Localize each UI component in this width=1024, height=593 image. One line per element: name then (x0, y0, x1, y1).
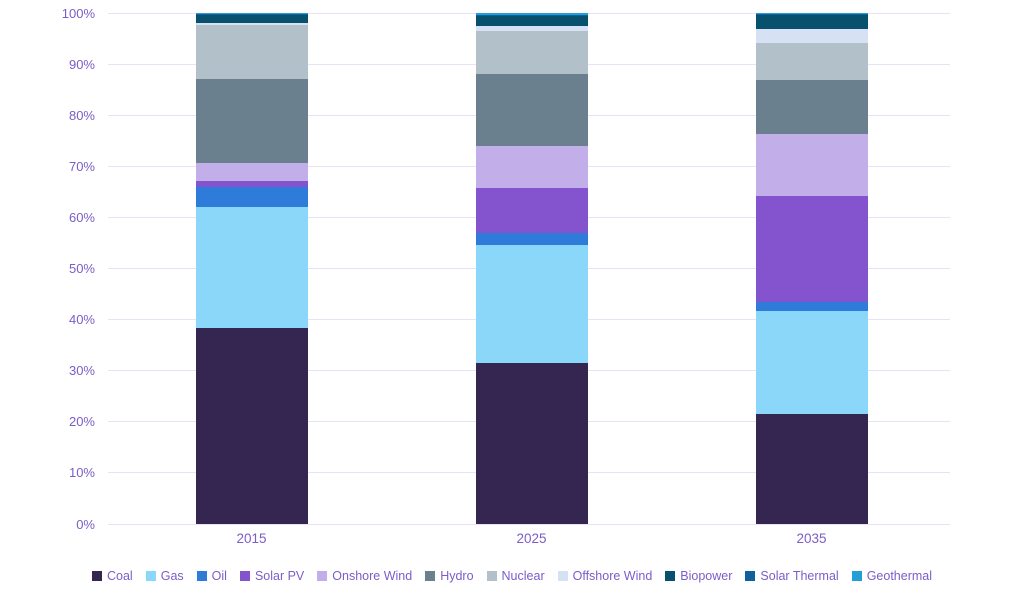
legend-label: Gas (160, 569, 184, 583)
bar-segment-onshore-wind-2015 (195, 163, 308, 182)
legend-swatch-icon (665, 571, 676, 581)
bar-segment-oil-2035 (755, 302, 868, 311)
y-tick-label: 30% (68, 363, 95, 379)
bar-2025 (475, 13, 588, 524)
legend-item-coal: Coal (92, 569, 133, 583)
legend-swatch-icon (92, 571, 102, 581)
legend-swatch-icon (486, 571, 497, 581)
y-tick-label: 50% (68, 261, 95, 276)
bar-segment-coal-2035 (755, 414, 868, 524)
bar-2015 (195, 13, 308, 524)
legend-label: Coal (107, 569, 133, 583)
bar-segment-biopower-2015 (195, 15, 308, 23)
y-tick-label: 10% (68, 465, 95, 481)
legend-swatch-icon (239, 571, 250, 581)
x-tick-label-2015: 2015 (236, 531, 267, 546)
bar-segment-solar-pv-2035 (755, 196, 868, 303)
bar-segment-hydro-2025 (475, 74, 588, 146)
legend-swatch-icon (145, 571, 156, 581)
legend-item-onshore-wind: Onshore Wind (317, 569, 412, 583)
bar-segment-onshore-wind-2025 (475, 145, 588, 188)
bar-segment-hydro-2015 (195, 79, 308, 164)
legend: Coal Gas Oil Solar PV Onshore Wind Hydro Nucle… (0, 569, 1024, 583)
legend-label: Oil (211, 569, 227, 583)
legend-swatch-icon (745, 571, 756, 581)
legend-item-solar-pv: Solar PV (239, 569, 305, 583)
legend-item-geothermal: Geothermal (851, 569, 932, 583)
x-tick-label-2035: 2035 (796, 531, 827, 546)
y-tick-label: 60% (68, 209, 95, 225)
bar-segment-coal-2025 (475, 362, 588, 524)
bar-segment-geothermal-2035 (755, 13, 868, 15)
bar-segment-solar-pv-2025 (475, 187, 588, 234)
bar-segment-solar-thermal-2015 (195, 14, 308, 16)
bar-2035 (755, 13, 868, 524)
bar-segment-geothermal-2025 (475, 13, 588, 15)
legend-item-biopower: Biopower (665, 569, 732, 583)
y-tick-label: 0% (76, 516, 95, 532)
bar-segment-gas-2015 (195, 206, 308, 329)
bar-segment-nuclear-2015 (195, 25, 308, 80)
legend-label: Biopower (680, 569, 733, 583)
legend-label: Onshore Wind (332, 569, 413, 583)
legend-label: Solar Thermal (760, 569, 839, 583)
legend-swatch-icon (425, 571, 436, 581)
bar-segment-nuclear-2035 (755, 42, 868, 80)
bar-segment-biopower-2025 (475, 15, 588, 26)
legend-swatch-icon (851, 571, 862, 581)
bar-segment-gas-2025 (475, 244, 588, 363)
bar-segment-offshore-wind-2015 (195, 22, 308, 26)
bar-segment-oil-2015 (195, 187, 308, 207)
legend-label: Solar PV (254, 569, 305, 583)
y-tick-label: 20% (68, 414, 95, 430)
y-tick-label: 70% (68, 158, 95, 174)
bar-segment-coal-2015 (195, 328, 308, 524)
bar-segment-onshore-wind-2035 (755, 134, 868, 197)
bar-segment-geothermal-2015 (195, 13, 308, 15)
gridline-100% (108, 12, 950, 14)
legend-item-gas: Gas (145, 569, 184, 583)
plot-area (108, 12, 950, 525)
bar-segment-offshore-wind-2035 (755, 29, 868, 43)
y-tick-label: 100% (61, 5, 95, 21)
legend-label: Hydro (440, 569, 474, 583)
legend-item-offshore-wind: Offshore Wind (557, 569, 653, 583)
x-tick-label-2025: 2025 (516, 531, 547, 546)
bar-segment-biopower-2035 (755, 15, 868, 30)
bar-segment-hydro-2035 (755, 80, 868, 135)
bar-segment-solar-thermal-2035 (755, 14, 868, 16)
bar-segment-nuclear-2025 (475, 30, 588, 75)
legend-item-oil: Oil (196, 569, 227, 583)
legend-item-nuclear: Nuclear (486, 569, 545, 583)
legend-label: Offshore Wind (572, 569, 653, 583)
legend-swatch-icon (317, 571, 328, 581)
legend-swatch-icon (557, 571, 568, 581)
legend-label: Nuclear (501, 569, 545, 583)
y-tick-label: 80% (68, 107, 95, 123)
gridline-0% (108, 523, 950, 525)
bar-segment-offshore-wind-2025 (475, 25, 588, 31)
bar-segment-gas-2035 (755, 310, 868, 415)
y-tick-label: 40% (68, 312, 95, 328)
bar-segment-oil-2025 (475, 233, 588, 245)
legend-label: Geothermal (866, 569, 932, 583)
legend-item-solar-thermal: Solar Thermal (745, 569, 839, 583)
legend-item-hydro: Hydro (425, 569, 474, 583)
bar-segment-solar-pv-2015 (195, 181, 308, 188)
y-tick-label: 90% (68, 56, 95, 72)
legend-swatch-icon (196, 571, 207, 581)
bar-segment-solar-thermal-2025 (475, 14, 588, 16)
